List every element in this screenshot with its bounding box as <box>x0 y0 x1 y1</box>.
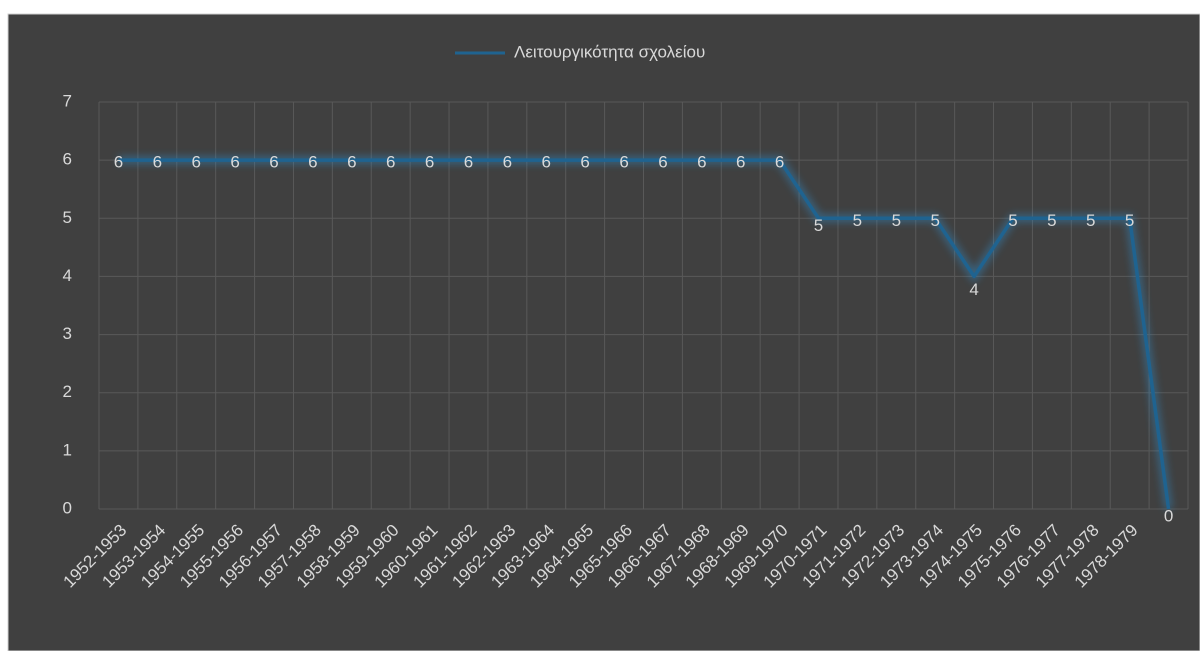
y-tick-label: 1 <box>63 440 72 459</box>
data-label: 6 <box>580 153 589 172</box>
legend-label: Λειτουργικότητα σχολείου <box>514 42 705 61</box>
data-label: 0 <box>1164 506 1173 525</box>
series-line <box>118 158 1171 510</box>
data-label: 6 <box>386 153 395 172</box>
data-label: 6 <box>347 153 356 172</box>
y-tick-label: 0 <box>63 498 72 517</box>
data-label: 4 <box>969 280 978 299</box>
data-label: 5 <box>1008 211 1017 230</box>
data-label: 5 <box>853 211 862 230</box>
data-label: 5 <box>1086 211 1095 230</box>
y-tick-label: 2 <box>63 382 72 401</box>
data-label: 6 <box>697 153 706 172</box>
data-label: 6 <box>425 153 434 172</box>
y-tick-label: 6 <box>63 150 72 169</box>
chart-background <box>7 13 1200 651</box>
data-label: 5 <box>814 216 823 235</box>
data-label: 6 <box>269 153 278 172</box>
data-label: 6 <box>191 153 200 172</box>
data-label: 6 <box>464 153 473 172</box>
data-label: 6 <box>619 153 628 172</box>
data-label: 5 <box>892 211 901 230</box>
data-label: 6 <box>503 153 512 172</box>
data-label: 6 <box>542 153 551 172</box>
data-label: 6 <box>153 153 162 172</box>
y-tick-label: 5 <box>63 208 72 227</box>
data-label: 6 <box>736 153 745 172</box>
data-label: 6 <box>114 153 123 172</box>
y-tick-label: 7 <box>63 91 72 110</box>
data-label: 5 <box>1047 211 1056 230</box>
y-tick-label: 4 <box>63 266 72 285</box>
y-tick-label: 3 <box>63 324 72 343</box>
data-label: 6 <box>230 153 239 172</box>
data-label: 5 <box>1125 211 1134 230</box>
data-label: 6 <box>658 153 667 172</box>
data-label: 5 <box>930 211 939 230</box>
legend: Λειτουργικότητα σχολείου <box>455 42 705 61</box>
data-label: 6 <box>308 153 317 172</box>
data-label: 6 <box>775 153 784 172</box>
